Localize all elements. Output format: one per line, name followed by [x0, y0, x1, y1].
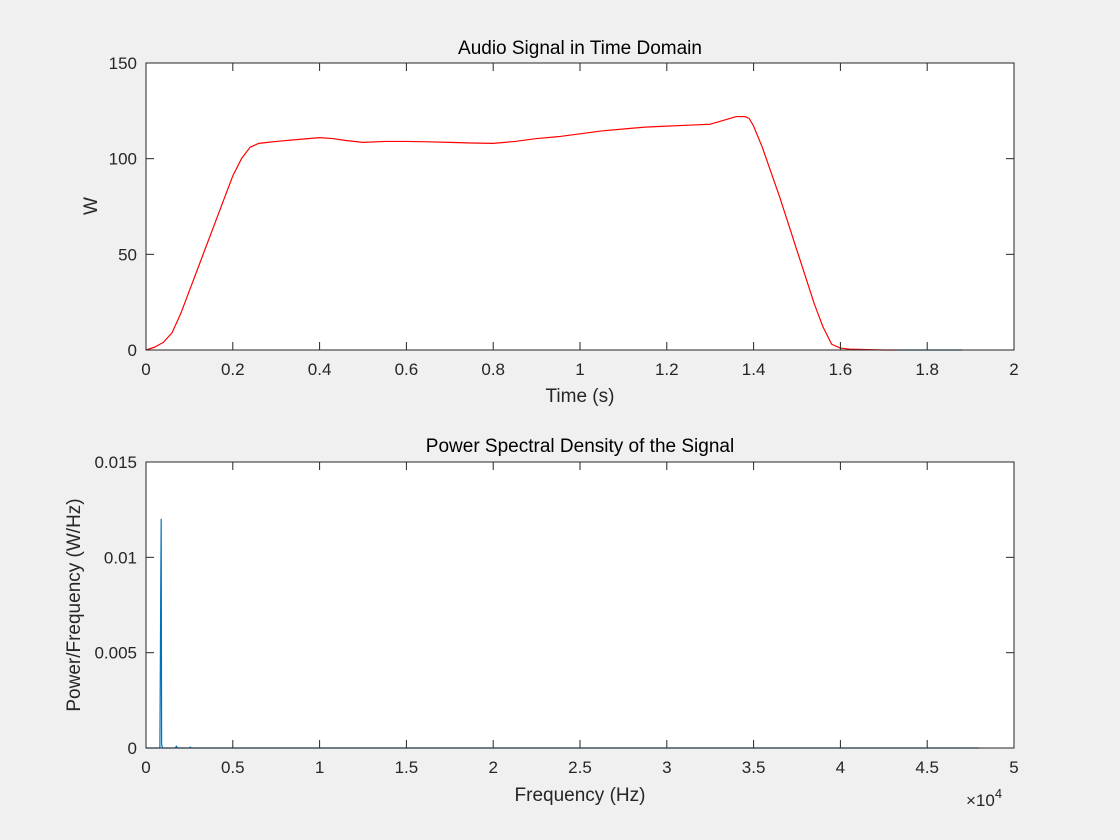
chart-title: Power Spectral Density of the Signal	[426, 436, 734, 457]
x-tick-label: 2	[488, 758, 497, 777]
x-axis-label: Time (s)	[546, 386, 615, 407]
x-tick-label: 1	[575, 360, 584, 379]
x-tick-label: 1.4	[742, 360, 766, 379]
y-axis-label: Power/Frequency (W/Hz)	[64, 498, 85, 711]
y-tick-label: 0.005	[94, 644, 137, 663]
x-tick-label: 0.5	[221, 758, 245, 777]
time-domain-axes: 0 0.2 0.4 0.6 0.8 1 1.2 1.4 1.6 1.8 2 0 50 100 150 Aud…	[81, 38, 1019, 407]
psd-axes: 0 0.5 1 1.5 2 2.5 3 3.5 4 4.5 5 0 0.005 0.01 0.015 Pow…	[64, 436, 1019, 810]
y-tick-label: 0	[128, 739, 137, 758]
y-tick-label: 0.015	[94, 453, 137, 472]
x-axis-exponent-power: 4	[995, 786, 1002, 801]
x-tick-label: 2.5	[568, 758, 592, 777]
series-line-0	[145, 115, 897, 351]
y-axis-label: W	[81, 197, 102, 215]
x-tick-label: 0.6	[395, 360, 419, 379]
chart-title: Audio Signal in Time Domain	[458, 38, 702, 59]
y-tick-label: 0	[128, 341, 137, 360]
x-tick-label: 1.2	[655, 360, 679, 379]
psd-ticks: 0 0.5 1 1.5 2 2.5 3 3.5 4 4.5 5 0 0.005 0.01 0.015	[94, 453, 1018, 777]
x-axis-exponent: ×104	[966, 786, 1002, 810]
x-tick-label: 0	[141, 360, 150, 379]
x-tick-label: 1.5	[395, 758, 419, 777]
x-tick-label: 3	[662, 758, 671, 777]
x-tick-label: 1	[315, 758, 324, 777]
time-domain-ticks: 0 0.2 0.4 0.6 0.8 1 1.2 1.4 1.6 1.8 2 0 50 100 150	[109, 54, 1019, 379]
plot-area-background	[146, 63, 1014, 350]
x-tick-label: 0.4	[308, 360, 332, 379]
x-axis-label: Frequency (Hz)	[515, 785, 646, 806]
x-tick-label: 2	[1009, 360, 1018, 379]
y-tick-label: 100	[109, 150, 137, 169]
x-tick-label: 1.8	[915, 360, 939, 379]
x-tick-label: 0	[141, 758, 150, 777]
x-tick-label: 1.6	[829, 360, 853, 379]
x-tick-label: 0.2	[221, 360, 245, 379]
x-tick-label: 4	[836, 758, 845, 777]
x-tick-label: 5	[1009, 758, 1018, 777]
x-axis-exponent-base: ×10	[966, 791, 995, 810]
x-tick-label: 3.5	[742, 758, 766, 777]
x-tick-label: 4.5	[915, 758, 939, 777]
y-tick-label: 0.01	[104, 548, 137, 567]
y-tick-label: 150	[109, 54, 137, 73]
x-tick-label: 0.8	[481, 360, 505, 379]
y-tick-label: 50	[118, 245, 137, 264]
plot-area-background	[146, 462, 1014, 748]
